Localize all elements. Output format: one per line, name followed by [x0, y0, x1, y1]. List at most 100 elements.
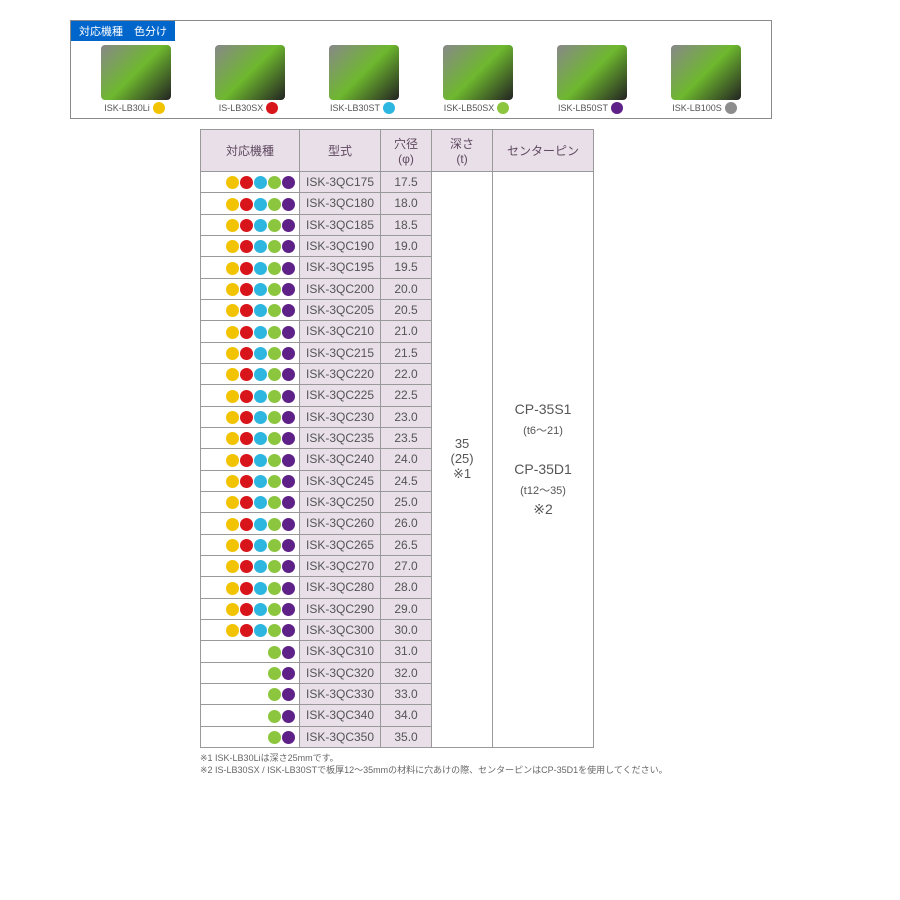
compat-dot — [268, 326, 281, 339]
compat-dot — [240, 326, 253, 339]
cell-model: ISK-3QC250 — [300, 491, 381, 512]
compat-dot — [226, 283, 239, 296]
cell-diameter: 22.0 — [381, 363, 432, 384]
cell-machines — [201, 491, 300, 512]
cell-machines — [201, 619, 300, 640]
compat-dot — [282, 283, 295, 296]
cell-machines — [201, 172, 300, 193]
th-depth: 深さ(t) — [432, 130, 493, 172]
cell-diameter: 26.5 — [381, 534, 432, 555]
cell-diameter: 34.0 — [381, 705, 432, 726]
table-body: ISK-3QC17517.535(25)※1CP-35S1(t6～21)CP-3… — [201, 172, 594, 748]
cell-model: ISK-3QC180 — [300, 193, 381, 214]
cell-machines — [201, 683, 300, 704]
compat-dot — [226, 219, 239, 232]
compat-dot — [282, 262, 295, 275]
compat-dot — [240, 411, 253, 424]
machine-image — [329, 45, 399, 100]
compat-dot — [254, 411, 267, 424]
compat-dot — [282, 624, 295, 637]
legend-label: ISK-LB30Li — [104, 102, 168, 114]
legend-label: ISK-LB50SX — [444, 102, 513, 114]
cell-model: ISK-3QC190 — [300, 235, 381, 256]
th-model: 型式 — [300, 130, 381, 172]
cell-diameter: 24.5 — [381, 470, 432, 491]
legend-item: ISK-LB50SX — [443, 45, 513, 114]
cell-machines — [201, 257, 300, 278]
compat-dot — [268, 283, 281, 296]
compat-dot — [282, 347, 295, 360]
cell-diameter: 31.0 — [381, 641, 432, 662]
cell-machines — [201, 342, 300, 363]
compat-dot — [226, 326, 239, 339]
cell-machines — [201, 705, 300, 726]
legend-text: ISK-LB30ST — [330, 103, 380, 113]
cell-diameter: 27.0 — [381, 555, 432, 576]
compat-dot — [240, 240, 253, 253]
compat-dot — [254, 240, 267, 253]
cell-model: ISK-3QC235 — [300, 427, 381, 448]
compat-dot — [268, 731, 281, 744]
compat-dot — [282, 518, 295, 531]
cell-diameter: 28.0 — [381, 577, 432, 598]
compat-dot — [254, 368, 267, 381]
compat-dot — [282, 496, 295, 509]
compat-dot — [254, 603, 267, 616]
compat-dot — [254, 432, 267, 445]
table-row: ISK-3QC17517.535(25)※1CP-35S1(t6～21)CP-3… — [201, 172, 594, 193]
legend-text: ISK-LB50SX — [444, 103, 495, 113]
compat-dot — [240, 368, 253, 381]
cell-machines — [201, 321, 300, 342]
compat-dot — [254, 518, 267, 531]
compat-dot — [268, 198, 281, 211]
spec-table: 対応機種 型式 穴径(φ) 深さ(t) センターピン ISK-3QC17517.… — [200, 129, 594, 748]
cell-diameter: 25.0 — [381, 491, 432, 512]
cell-diameter: 22.5 — [381, 385, 432, 406]
cell-model: ISK-3QC220 — [300, 363, 381, 384]
compat-dot — [254, 262, 267, 275]
compat-dot — [240, 219, 253, 232]
cell-model: ISK-3QC210 — [300, 321, 381, 342]
legend-label: ISK-LB50ST — [558, 102, 626, 114]
legend-box: 対応機種 色分け ISK-LB30LiIS-LB30SXISK-LB30STIS… — [70, 20, 772, 119]
compat-dot — [268, 390, 281, 403]
cell-diameter: 19.0 — [381, 235, 432, 256]
cell-machines — [201, 363, 300, 384]
machine-image — [443, 45, 513, 100]
cell-model: ISK-3QC195 — [300, 257, 381, 278]
compat-dot — [282, 582, 295, 595]
th-dia: 穴径(φ) — [381, 130, 432, 172]
compat-dot — [254, 326, 267, 339]
compat-dot — [226, 454, 239, 467]
cell-machines — [201, 577, 300, 598]
cell-machines — [201, 662, 300, 683]
machine-image — [671, 45, 741, 100]
cell-model: ISK-3QC340 — [300, 705, 381, 726]
footnotes: ※1 ISK-LB30Liは深さ25mmです。※2 IS-LB30SX / IS… — [200, 752, 880, 777]
cell-model: ISK-3QC310 — [300, 641, 381, 662]
compat-dot — [282, 240, 295, 253]
machine-image — [101, 45, 171, 100]
compat-dot — [254, 475, 267, 488]
cell-machines — [201, 235, 300, 256]
compat-dot — [226, 518, 239, 531]
compat-dot — [268, 624, 281, 637]
cell-machines — [201, 726, 300, 747]
compat-dot — [226, 262, 239, 275]
cell-model: ISK-3QC350 — [300, 726, 381, 747]
cell-diameter: 20.0 — [381, 278, 432, 299]
compat-dot — [268, 240, 281, 253]
cell-diameter: 24.0 — [381, 449, 432, 470]
compat-dot — [254, 496, 267, 509]
compat-dot — [226, 475, 239, 488]
legend-label: IS-LB30SX — [219, 102, 282, 114]
compat-dot — [282, 646, 295, 659]
compat-dot — [282, 368, 295, 381]
compat-dot — [268, 539, 281, 552]
cell-model: ISK-3QC280 — [300, 577, 381, 598]
legend-items: ISK-LB30Li IS-LB30SX ISK-LB30ST ISK-LB50SX I… — [71, 41, 771, 118]
cell-machines — [201, 555, 300, 576]
compat-dot — [226, 176, 239, 189]
compat-dot — [240, 304, 253, 317]
cell-model: ISK-3QC270 — [300, 555, 381, 576]
